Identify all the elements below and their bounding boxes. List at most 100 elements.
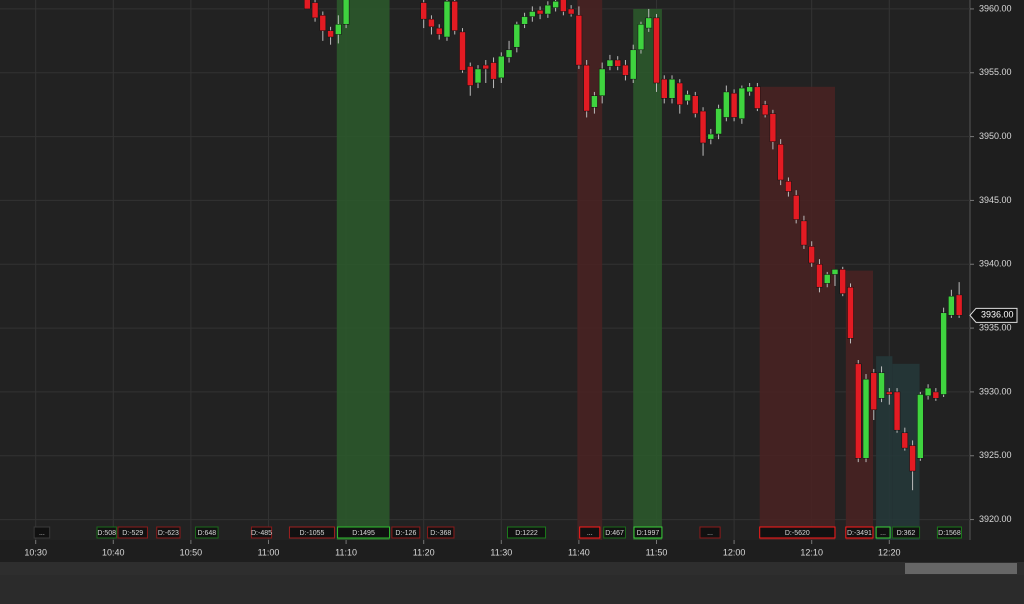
candle-body [924,387,932,396]
candle-body [823,274,831,284]
delta-label: ... [707,530,713,537]
candle-body [490,62,497,80]
delta-label: D:1495 [352,530,375,537]
candle-body [862,378,870,459]
y-tick-label: 3920.00 [979,514,1012,524]
candle-body [808,246,815,264]
candle-body [699,110,707,144]
candle-body [684,94,691,102]
y-tick-label: 3930.00 [979,386,1012,396]
candle-body [761,104,769,116]
candle-body [544,4,552,15]
delta-box [33,526,51,539]
candle-body [598,68,606,96]
candle-body [335,24,342,35]
last-price-label: 3936.00 [981,310,1014,320]
delta-label: D:-529 [122,530,143,537]
candle-body [886,391,893,395]
candle-body [606,59,614,67]
x-tick-label: 11:00 [258,547,280,557]
delta-box [891,526,921,539]
time-axis [0,540,1024,562]
delta-box [195,526,219,539]
y-tick-label: 3935.00 [979,322,1012,332]
y-tick-label: 3945.00 [979,195,1012,205]
candle-body [443,1,451,38]
delta-box [845,526,874,539]
scrollbar-thumb[interactable] [905,563,1017,574]
candle-body [792,195,800,220]
delta-label: D:508 [97,530,116,537]
y-tick-label: 3940.00 [979,259,1012,269]
y-tick-label: 3955.00 [979,67,1012,77]
candle-body [474,68,482,84]
delta-box [603,526,626,539]
candle-body [567,8,575,15]
delta-box [96,526,117,539]
delta-box [579,526,601,539]
candle-body [730,92,738,118]
candle-body [769,113,777,142]
delta-box [699,526,721,539]
delta-box [337,526,391,539]
delta-box [427,526,455,539]
candle-body [777,144,784,181]
candle-body [560,0,567,12]
candle-body [940,312,947,395]
y-tick-label: 3960.00 [979,3,1012,13]
delta-box [875,526,891,539]
x-tick-label: 10:40 [102,547,125,557]
candle-body [878,372,885,399]
candle-body [311,2,319,19]
x-tick-label: 11:10 [335,547,357,557]
signal-zone [876,356,893,540]
delta-label: D:-126 [395,530,416,537]
candle-body [451,1,458,31]
delta-label: D:-623 [158,530,179,537]
y-tick-label: 3950.00 [979,131,1012,141]
delta-label: D:-368 [430,530,451,537]
candle-body [327,30,334,38]
candle-body [420,2,427,20]
last-price-tag [969,307,1018,323]
candle-body [785,181,792,192]
x-tick-label: 12:20 [878,547,901,557]
candle-body [893,391,901,431]
delta-box [759,526,836,539]
candle-body [653,17,660,84]
delta-label: ... [880,530,886,537]
delta-label: D:-5620 [785,530,810,537]
candle-body [435,27,443,35]
delta-box [117,526,148,539]
delta-label: D:1997 [637,530,660,537]
candle-body [932,391,940,399]
candle-body [591,95,598,108]
candle-body [521,16,528,25]
x-tick-label: 11:40 [568,547,590,557]
price-axis [970,0,1024,540]
candle-body [715,108,722,135]
candle-body [800,220,808,246]
candle-body [498,55,505,79]
candle-body [955,294,963,316]
candle-body [536,9,544,15]
delta-box [156,526,181,539]
candle-body [917,394,924,459]
candle-body [909,445,916,472]
candle-body [583,64,590,112]
candle-body [723,91,730,118]
candle-body [746,86,753,93]
candle-body [622,64,629,76]
candle-body [459,31,466,71]
candle-body [513,24,521,48]
candle-body [304,0,311,10]
candle-body [855,363,862,459]
candle-body [505,49,513,58]
candle-body [668,78,676,99]
delta-box [507,526,547,539]
candle-body [676,82,684,105]
candle-body [692,95,699,114]
candle-body [948,295,955,316]
delta-box [633,526,663,539]
delta-box [936,526,962,539]
